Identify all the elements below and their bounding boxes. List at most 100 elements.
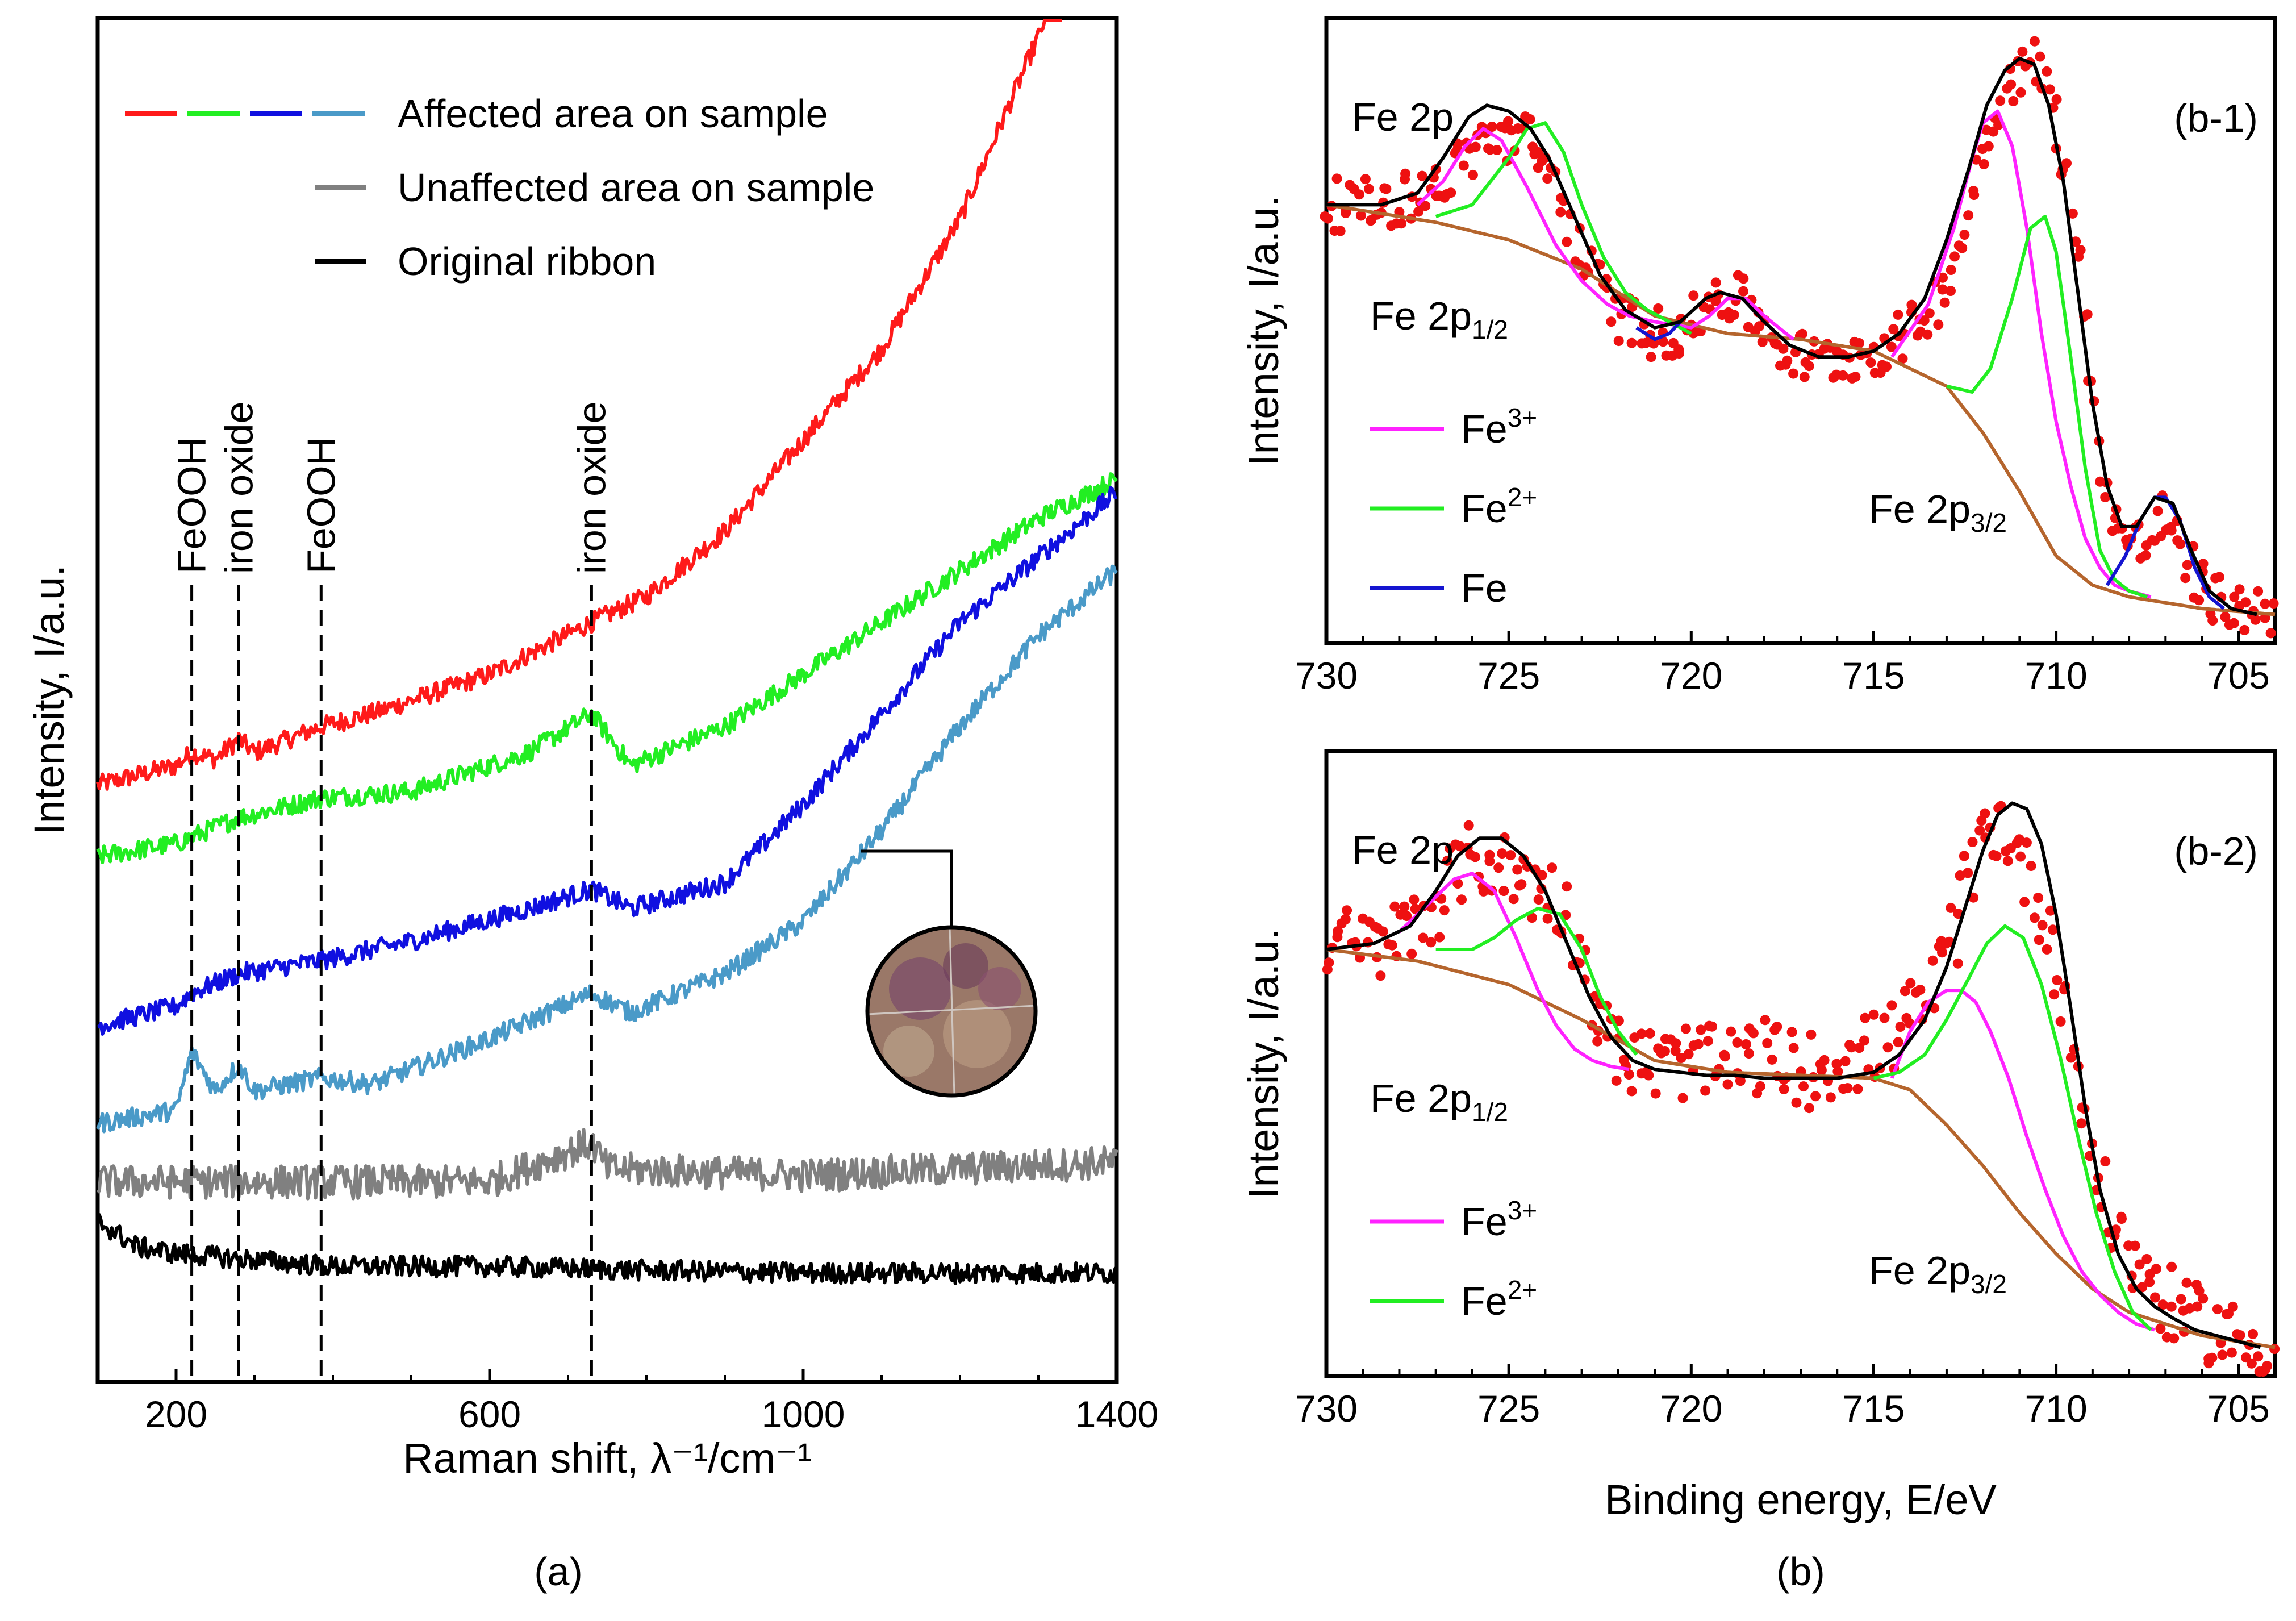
b1-data-point xyxy=(1688,290,1699,301)
xps-b2-title: Fe 2p xyxy=(1352,828,1454,872)
b2-data-point xyxy=(1879,1012,1890,1023)
b1-tick-label-4: 710 xyxy=(2025,655,2088,697)
b1-data-point xyxy=(2100,492,2111,502)
b2-data-point xyxy=(2116,1211,2127,1222)
b1-data-point xyxy=(1729,310,1739,320)
b1-data-point xyxy=(2035,51,2045,62)
b1-data-point xyxy=(1354,189,1364,200)
raman-tick-label-1: 600 xyxy=(458,1393,521,1435)
b2-data-point xyxy=(1748,1028,1759,1039)
b2-data-point xyxy=(1810,1091,1821,1102)
b1-data-point xyxy=(1850,372,1861,382)
b2-data-point xyxy=(2176,1294,2186,1305)
b1-data-point xyxy=(1674,348,1684,359)
b2-data-point xyxy=(1804,1103,1814,1114)
b2-tick-label-4: 710 xyxy=(2025,1387,2088,1430)
b2-data-point xyxy=(1683,1049,1694,1060)
b1-data-point xyxy=(2194,595,2205,606)
b2-data-point xyxy=(2262,1361,2273,1372)
raman-series-line-2 xyxy=(97,486,1118,1036)
b2-data-point xyxy=(1636,1028,1647,1039)
b2-data-point xyxy=(2166,1301,2177,1312)
b1-data-point xyxy=(1906,299,1917,310)
b2-data-point xyxy=(1493,862,1504,873)
b1-fit-Fe-2plus-3 xyxy=(1435,121,1692,335)
b1-tick-label-2: 720 xyxy=(1660,655,1722,697)
xps-b2-panel-label: (b-2) xyxy=(2174,829,2258,873)
b1-data-point xyxy=(2008,96,2019,106)
b2-data-point xyxy=(1991,851,2002,861)
b1-data-point xyxy=(1782,355,1793,366)
b1-data-point xyxy=(2260,598,2270,609)
b2-data-point xyxy=(1671,1038,1681,1049)
b1-tick-label-1: 725 xyxy=(1477,655,1540,697)
b1-data-point xyxy=(2051,94,2062,105)
raman-series-group xyxy=(96,19,1118,1285)
b1-data-point xyxy=(1838,370,1848,381)
b2-data-point xyxy=(2026,861,2036,871)
b1-tick-label-5: 705 xyxy=(2207,655,2270,697)
b2-data-point xyxy=(1696,1024,1706,1035)
b1-data-point xyxy=(2017,46,2028,57)
b1-data-point xyxy=(2061,158,2072,169)
xps-b1-panel-label: (b-1) xyxy=(2174,96,2258,140)
b2-data-point xyxy=(2052,975,2063,985)
b2-data-point xyxy=(2248,1328,2258,1339)
b2-data-point xyxy=(1900,986,1910,997)
b2-data-point xyxy=(1786,1027,1797,1037)
raman-series-line-4 xyxy=(96,1128,1118,1201)
b1-data-point xyxy=(1969,190,1980,201)
b1-data-point xyxy=(2265,628,2276,639)
b1-fit-Fe-3plus-1 xyxy=(1416,127,1795,341)
b2-tick-label-1: 725 xyxy=(1477,1387,1540,1430)
b2-data-point xyxy=(1497,848,1508,859)
b2-data-point xyxy=(2021,837,2032,848)
b1-data-point xyxy=(1381,184,1392,194)
b1-data-point xyxy=(1335,226,1346,236)
b1-data-point xyxy=(1946,265,1956,275)
b1-data-point xyxy=(1946,286,1956,296)
xps-b1-title: Fe 2p xyxy=(1352,95,1454,139)
caption-a: (a) xyxy=(534,1549,583,1594)
caption-b: (b) xyxy=(1776,1549,1825,1594)
b1-data-point xyxy=(2239,624,2250,635)
raman-panel: FeOOH iron oxide FeOOH iron oxide 200 600 100… xyxy=(26,16,1158,1594)
b2-data-point xyxy=(1592,1036,1603,1047)
b1-data-point xyxy=(2175,539,2186,549)
b2-tick-label-3: 715 xyxy=(1842,1387,1905,1430)
b2-tick-label-5: 705 xyxy=(2207,1387,2270,1430)
b2-data-point xyxy=(1740,1039,1751,1049)
xps-b2-y-axis-label: Intensity, I/a.u. xyxy=(1240,928,1287,1199)
xps-b2-fit-curves xyxy=(1326,801,2276,1349)
b1-fit-envelope-7 xyxy=(1326,56,2257,616)
b2-data-point xyxy=(1387,940,1397,951)
legend-label-affected: Affected area on sample xyxy=(398,91,828,136)
b2-data-point xyxy=(1915,985,1926,995)
b2-data-point xyxy=(2055,1016,2066,1027)
b2-data-point xyxy=(1722,1079,1733,1090)
b2-data-point xyxy=(1772,1022,1782,1032)
b2-data-point xyxy=(2235,1330,2245,1341)
b1-data-point xyxy=(2006,79,2017,90)
b1-data-point xyxy=(1492,145,1502,155)
b1-data-point xyxy=(1640,337,1651,348)
peak-label-2: FeOOH xyxy=(299,437,343,574)
raman-tick-label-2: 1000 xyxy=(762,1393,845,1435)
b1-data-point xyxy=(2182,560,2193,570)
b1-tick-label-0: 730 xyxy=(1295,655,1358,697)
b2-data-point xyxy=(1735,1076,1746,1086)
b2-data-point xyxy=(1340,914,1351,924)
b2-data-point xyxy=(2065,1052,2076,1063)
b2-data-point xyxy=(1955,870,1965,881)
b1-data-point xyxy=(1653,303,1664,314)
b1-tick-label-3: 715 xyxy=(1842,655,1905,697)
b2-data-point xyxy=(1442,855,1452,866)
b2-data-point xyxy=(1406,948,1417,959)
b2-data-point xyxy=(1840,1056,1851,1066)
b1-data-point xyxy=(1503,116,1514,127)
b2-data-point xyxy=(1401,911,1412,922)
b2-data-point xyxy=(1755,1081,1765,1091)
b1-data-point xyxy=(1420,201,1431,211)
b2-data-point xyxy=(1409,894,1420,905)
b2-data-point xyxy=(2150,1292,2160,1303)
